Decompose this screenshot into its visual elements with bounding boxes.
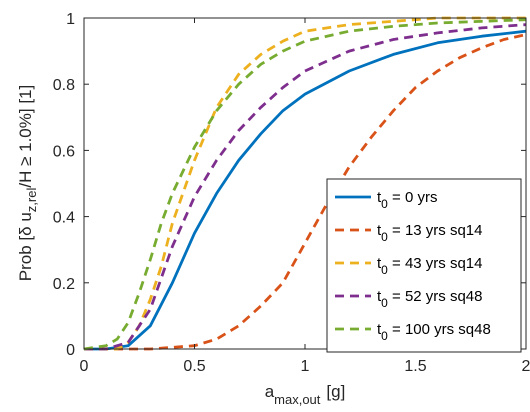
y-tick-label: 0.8 [53, 77, 75, 94]
x-axis-label: amax,out [g] [265, 382, 346, 407]
legend: t0 = 0 yrs t0 = 13 yrs sq14 t0 = 43 yrs sq… [326, 178, 522, 353]
y-tick-label: 0.6 [53, 143, 75, 160]
x-tick-label: 0.5 [183, 358, 205, 375]
legend-label-3: t0 = 43 yrs sq14 [377, 255, 483, 277]
legend-label-1: t0 = 0 yrs [377, 189, 437, 211]
series-line-1 [84, 29, 527, 351]
x-tick-label: 1 [301, 358, 310, 375]
y-axis-label: Prob [δ uz,rel/H ≥ 1.0%] [1] [16, 85, 39, 281]
legend-box [326, 178, 522, 353]
x-axis-label-sub: max,out [274, 392, 321, 407]
x-tick-label: 2 [522, 358, 530, 375]
series-line-4 [84, 23, 527, 351]
y-tick-label: 0.4 [53, 210, 75, 227]
legend-label-2: t0 = 13 yrs sq14 [377, 222, 483, 244]
y-axis-label-pre: Prob [δ u [16, 212, 35, 281]
legend-label-5: t0 = 100 yrs sq48 [377, 321, 491, 343]
x-tick-label: 1.5 [404, 358, 426, 375]
y-axis-label-sub: z,rel [24, 188, 39, 213]
y-tick-label: 1 [66, 11, 75, 28]
series-line-5 [83, 18, 527, 351]
y-tick-label: 0.2 [53, 276, 75, 293]
legend-label-4: t0 = 52 yrs sq48 [377, 288, 483, 310]
x-axis-label-base: a [265, 382, 275, 401]
x-tick-label: 0 [80, 358, 89, 375]
y-axis-label-post: /H ≥ 1.0%] [1] [16, 85, 35, 188]
y-tick-label: 0 [66, 342, 75, 359]
x-axis-label-unit: [g] [326, 382, 345, 401]
ticks: 0 0.5 1 1.5 2 0 0.2 0.4 0.6 0.8 1 [53, 11, 530, 375]
